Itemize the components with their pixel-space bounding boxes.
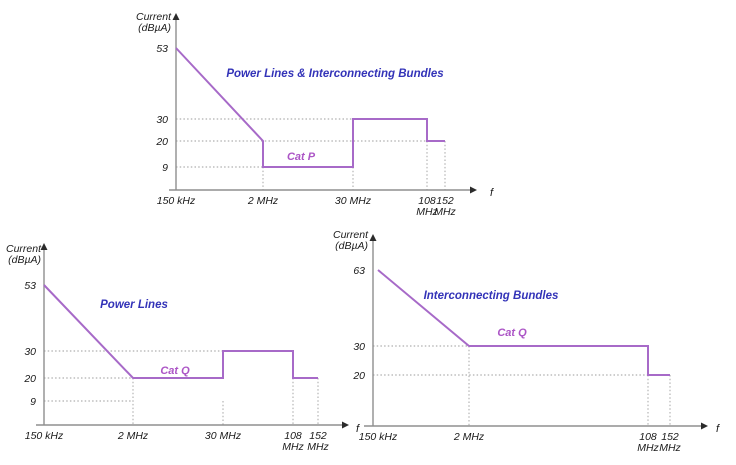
x-tick-label: 150 kHz [359,431,398,443]
x-tick-label: 108 MHz [282,430,304,453]
x-tick-label: 2 MHz [247,195,279,207]
y-axis-arrowhead [172,13,180,20]
x-tick-label: 108 MHz [637,431,659,454]
limit-line-trace [43,284,318,379]
x-axis-f-label: f [356,423,360,435]
x-tick-label: 152 MHz [659,431,681,454]
y-tick-label: 53 [156,43,168,55]
x-axis-arrowhead [470,186,477,194]
chart-power-lines: Current (dBµA) Power Lines Cat Q f 53 30 2… [6,243,360,453]
x-tick-label: 108 MHz [416,195,438,218]
y-tick-label: 20 [155,136,168,148]
limit-line-trace [377,269,670,376]
x-tick-label: 152 MHz [307,430,329,453]
category-label: Cat P [287,151,316,163]
chart-power-lines-and-interconnecting-bundles: Current (dBµA) Power Lines & Interconnec… [136,11,494,218]
category-label: Cat Q [497,327,527,339]
x-tick-label: 30 MHz [205,430,242,442]
x-tick-label: 30 MHz [335,195,372,207]
x-tick-label: 2 MHz [453,431,485,443]
chart-interconnecting-bundles: Current (dBµA) Interconnecting Bundles C… [333,229,720,454]
category-label: Cat Q [160,365,190,377]
x-tick-label: 152 MHz [434,195,456,218]
chart-title: Interconnecting Bundles [424,290,559,302]
x-axis-f-label: f [716,423,720,435]
chart-title: Power Lines & Interconnecting Bundles [226,68,443,80]
y-axis-title-line1: Current [136,11,172,23]
y-tick-label: 20 [23,373,36,385]
y-tick-label: 9 [162,162,168,174]
x-axis-f-label: f [490,187,494,199]
y-tick-label: 53 [24,280,36,292]
y-tick-label: 30 [156,114,168,126]
y-tick-label: 20 [352,370,365,382]
x-tick-label: 150 kHz [25,430,64,442]
y-axis-title-line1: Current [333,229,369,241]
y-axis-title-line2: (dBµA) [335,240,368,252]
y-tick-label: 63 [353,265,365,277]
limit-line-trace [175,47,445,168]
x-tick-label: 2 MHz [117,430,149,442]
y-tick-label: 30 [353,341,365,353]
y-tick-label: 30 [24,346,36,358]
y-axis-title-line1: Current [6,243,42,255]
y-axis-arrowhead [40,243,48,250]
x-axis-arrowhead [701,422,708,430]
chart-title: Power Lines [100,299,168,311]
x-tick-label: 150 kHz [157,195,196,207]
y-axis-title-line2: (dBµA) [8,254,41,266]
y-axis-title-line2: (dBµA) [138,22,171,34]
y-axis-arrowhead [369,234,377,241]
x-axis-arrowhead [342,421,349,429]
y-tick-label: 9 [30,396,36,408]
